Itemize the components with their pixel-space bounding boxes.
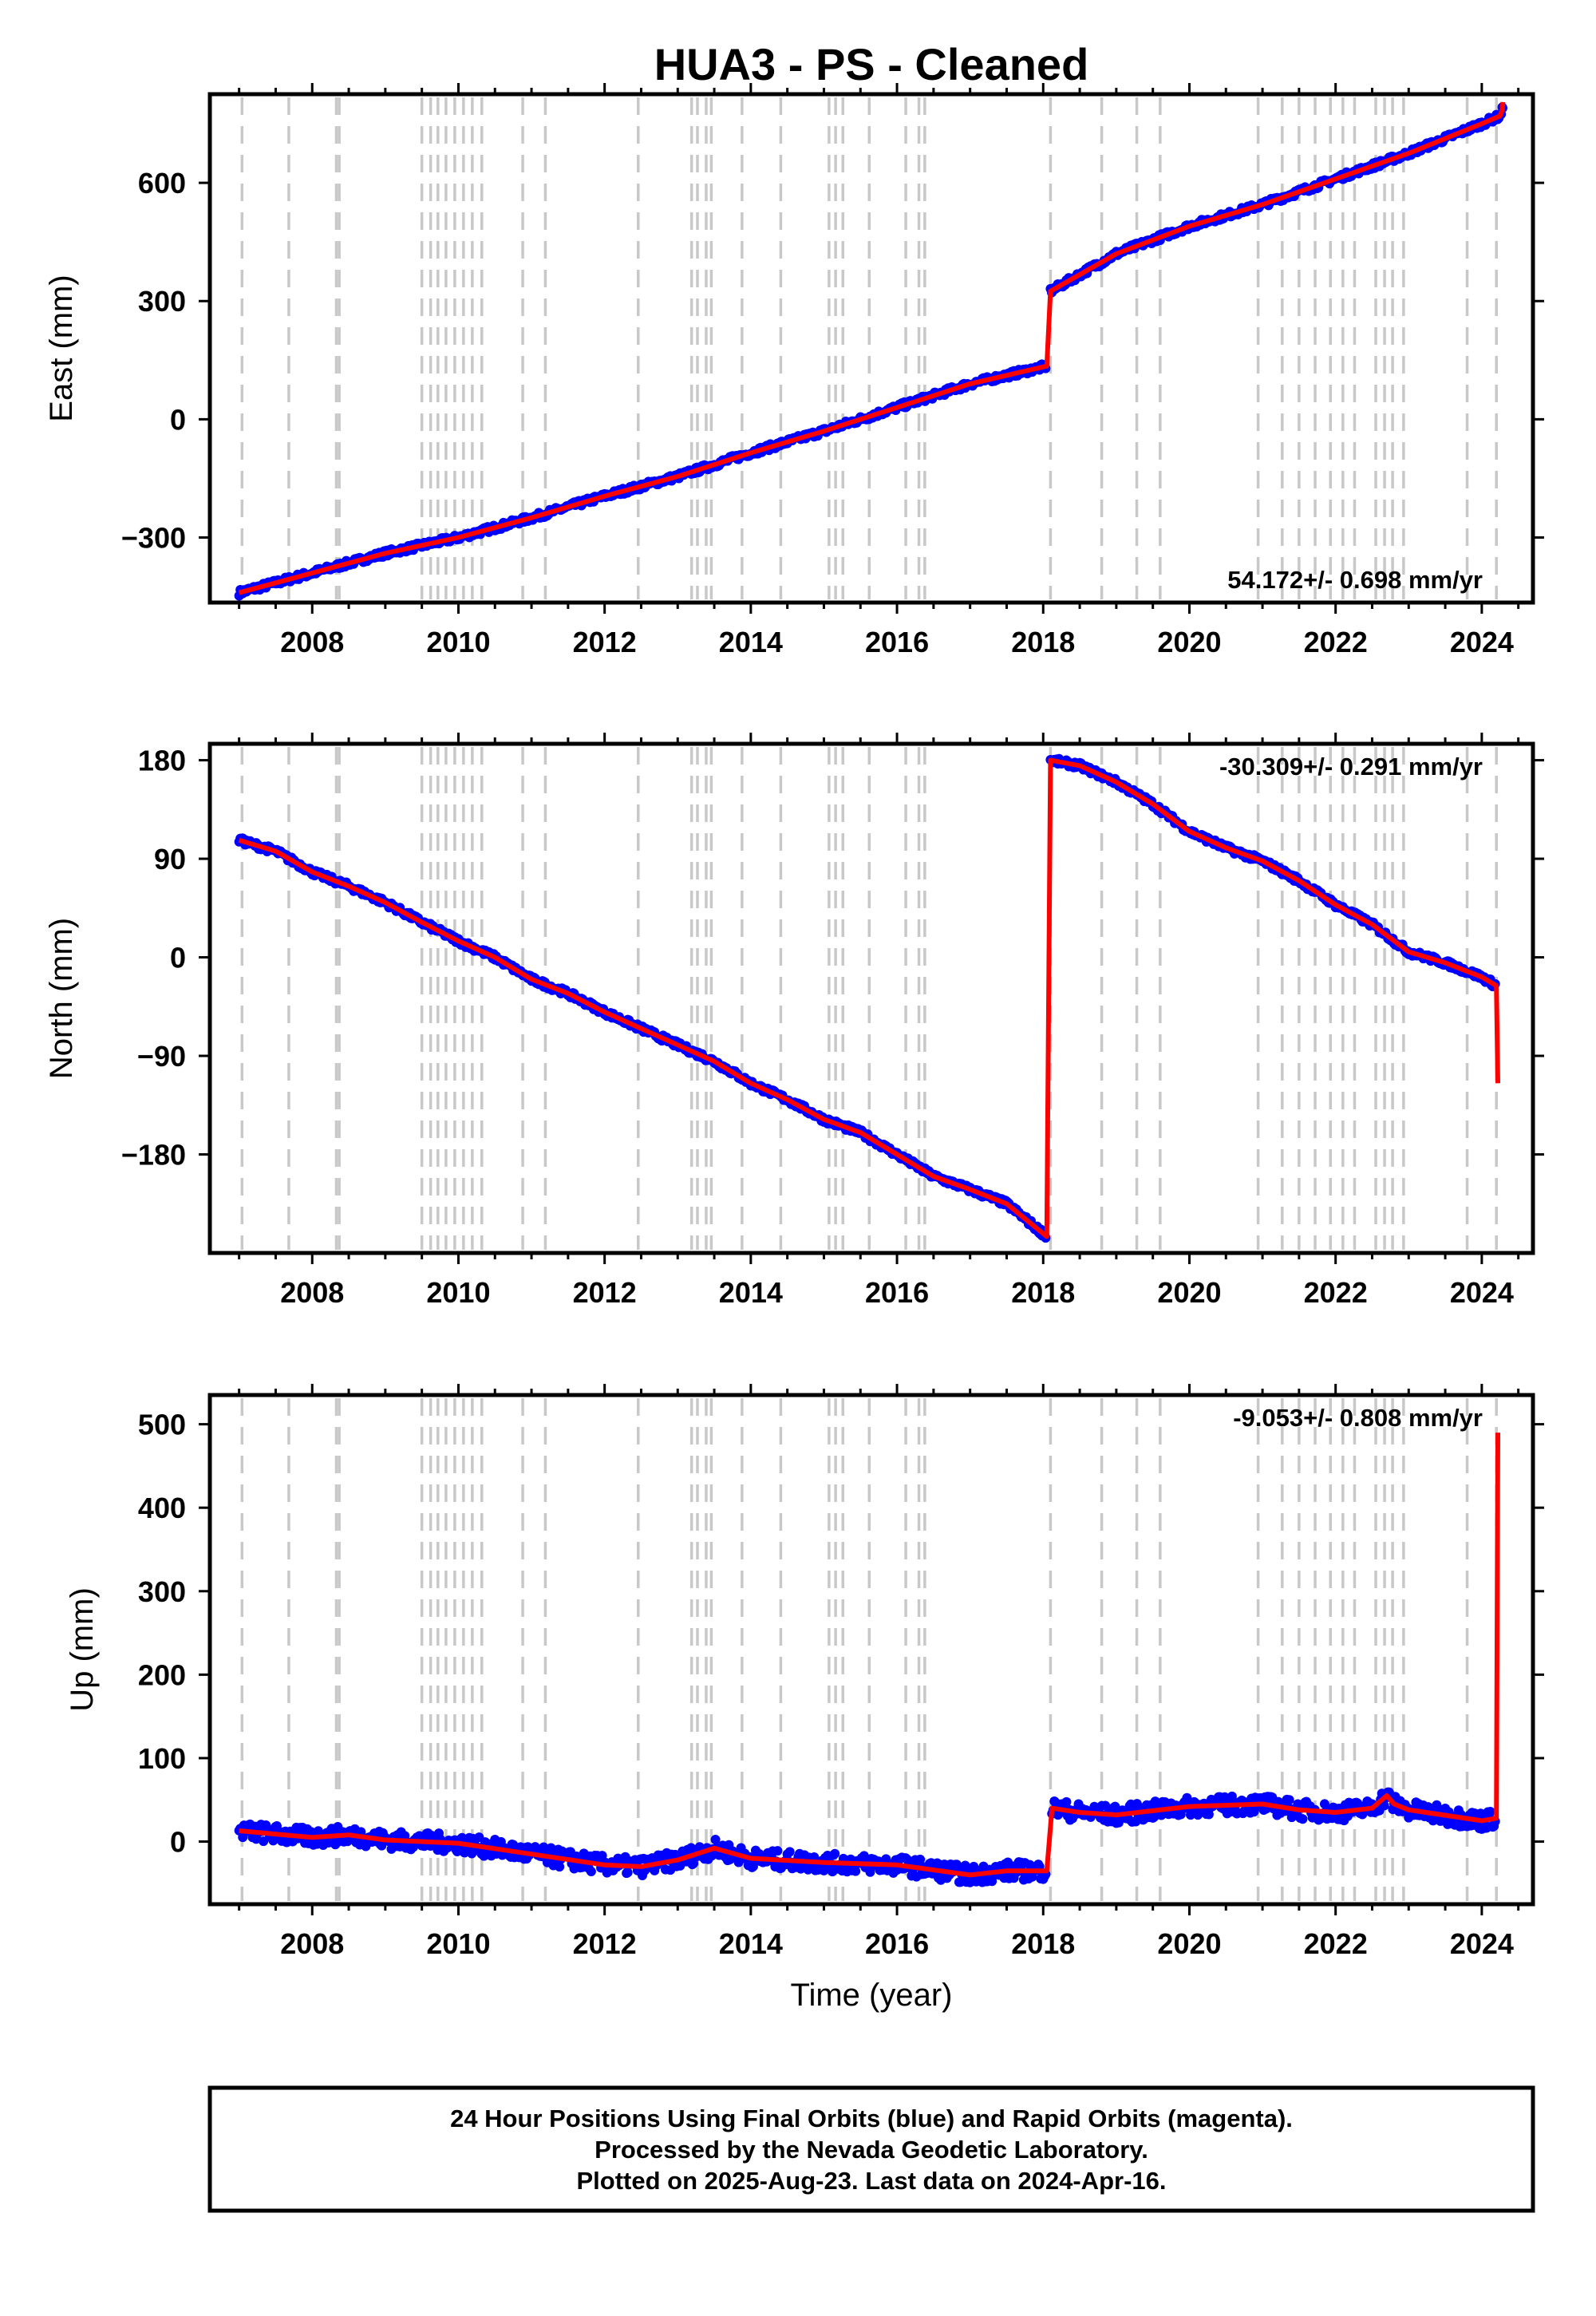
x-tick-label: 2016: [865, 1927, 929, 1960]
x-tick-label: 2018: [1011, 626, 1075, 658]
model-line: [238, 101, 1506, 595]
plot-frame: [207, 1393, 1535, 1907]
y-tick-label: 500: [138, 1409, 186, 1441]
y-tick-label: −90: [137, 1040, 186, 1073]
data-point: [830, 1848, 840, 1859]
x-tick-label: 2016: [865, 1276, 929, 1309]
data-point: [915, 1854, 926, 1864]
model-line: [239, 1433, 1500, 1878]
footer-line-1: 24 Hour Positions Using Final Orbits (bl…: [450, 2105, 1293, 2132]
x-tick-label: 2020: [1157, 1927, 1221, 1960]
data-point: [1284, 1795, 1294, 1805]
x-tick-label: 2024: [1450, 1927, 1514, 1960]
plot-frame: [207, 92, 1535, 605]
data-point: [1061, 1796, 1072, 1807]
x-tick-label: 2010: [426, 1276, 490, 1309]
series-data: [234, 1433, 1500, 1887]
x-tick-label: 2008: [280, 1276, 344, 1309]
data-point: [748, 1861, 758, 1871]
event-lines: [240, 97, 1498, 599]
footer-line-3: Plotted on 2025-Aug-23. Last data on 202…: [576, 2167, 1166, 2195]
y-tick-label: 0: [170, 942, 186, 974]
series-data: [234, 753, 1500, 1243]
data-point: [772, 1846, 783, 1856]
x-tick-label: 2016: [865, 626, 929, 658]
chart-title: HUA3 - PS - Cleaned: [654, 39, 1089, 89]
x-tick-label: 2008: [280, 626, 344, 658]
data-point: [555, 1862, 565, 1872]
event-lines: [240, 747, 1498, 1250]
data-point: [710, 1835, 721, 1845]
x-tick-label: 2014: [719, 1276, 783, 1309]
daily-positions: [234, 753, 1500, 1243]
x-tick-label: 2012: [573, 1927, 637, 1960]
daily-positions: [234, 1787, 1500, 1887]
x-tick-label: 2020: [1157, 626, 1221, 658]
y-tick-label: −180: [121, 1139, 186, 1172]
x-tick-label: 2008: [280, 1927, 344, 1960]
x-tick-label: 2020: [1157, 1276, 1221, 1309]
y-axis-label: East (mm): [44, 275, 79, 421]
y-tick-label: 600: [138, 167, 186, 200]
data-point: [1298, 1814, 1308, 1824]
velocity-label: -9.053+/- 0.808 mm/yr: [1233, 1404, 1483, 1432]
north-panel: 2008 2010 2012 2014 2016 2018 2020 2022 2024 −180…: [44, 733, 1544, 1309]
x-tick-label: 2014: [719, 626, 783, 658]
data-point: [259, 1836, 269, 1847]
up-panel: 2008 2010 2012 2014 2016 2018 2020 2022 2024 0 100…: [65, 1384, 1544, 1960]
series-data: [234, 101, 1507, 601]
x-tick-label: 2018: [1011, 1927, 1075, 1960]
data-point: [865, 1867, 875, 1877]
velocity-label: -30.309+/- 0.291 mm/yr: [1219, 753, 1483, 781]
x-axis-label: Time (year): [791, 1978, 953, 2013]
y-tick-label: 200: [138, 1658, 186, 1691]
y-tick-label: 300: [138, 285, 186, 318]
data-point: [313, 1826, 323, 1836]
model-line: [238, 757, 1500, 1239]
x-tick-label: 2022: [1304, 1276, 1368, 1309]
data-point: [377, 1840, 387, 1851]
x-tick-label: 2012: [573, 1276, 637, 1309]
data-point: [622, 1867, 633, 1878]
y-axis-label: North (mm): [44, 918, 79, 1079]
y-tick-label: 400: [138, 1492, 186, 1524]
x-tick-label: 2018: [1011, 1276, 1075, 1309]
data-point: [1227, 1791, 1237, 1801]
x-tick-label: 2022: [1304, 1927, 1368, 1960]
y-tick-label: 90: [154, 843, 186, 875]
y-tick-label: 300: [138, 1575, 186, 1608]
footer-line-2: Processed by the Nevada Geodetic Laborat…: [595, 2136, 1148, 2164]
y-tick-label: 0: [170, 1826, 186, 1859]
x-tick-label: 2014: [719, 1927, 783, 1960]
daily-positions: [234, 102, 1507, 601]
plot-frame: [207, 741, 1535, 1255]
y-axis-label: Up (mm): [65, 1587, 100, 1712]
x-tick-label: 2024: [1450, 626, 1514, 658]
y-tick-label: 0: [170, 403, 186, 436]
y-tick-label: 180: [138, 745, 186, 777]
data-point: [586, 1867, 596, 1877]
footer-box: 24 Hour Positions Using Final Orbits (bl…: [207, 2085, 1535, 2213]
data-point: [784, 1847, 795, 1857]
y-tick-label: −300: [121, 522, 186, 555]
data-point: [1249, 1807, 1259, 1817]
data-point: [1027, 1871, 1037, 1882]
x-tick-label: 2024: [1450, 1276, 1514, 1309]
x-tick-label: 2022: [1304, 626, 1368, 658]
x-tick-label: 2010: [426, 1927, 490, 1960]
velocity-label: 54.172+/- 0.698 mm/yr: [1227, 566, 1483, 594]
data-point: [1485, 1806, 1495, 1816]
east-panel: 2008 2010 2012 2014 2016 2018 2020 2022 2024 −300…: [44, 83, 1544, 658]
y-tick-label: 100: [138, 1742, 186, 1775]
x-tick-label: 2012: [573, 626, 637, 658]
data-point: [1379, 1800, 1389, 1811]
data-point: [851, 1866, 861, 1876]
event-lines: [240, 1398, 1498, 1901]
x-tick-label: 2010: [426, 626, 490, 658]
